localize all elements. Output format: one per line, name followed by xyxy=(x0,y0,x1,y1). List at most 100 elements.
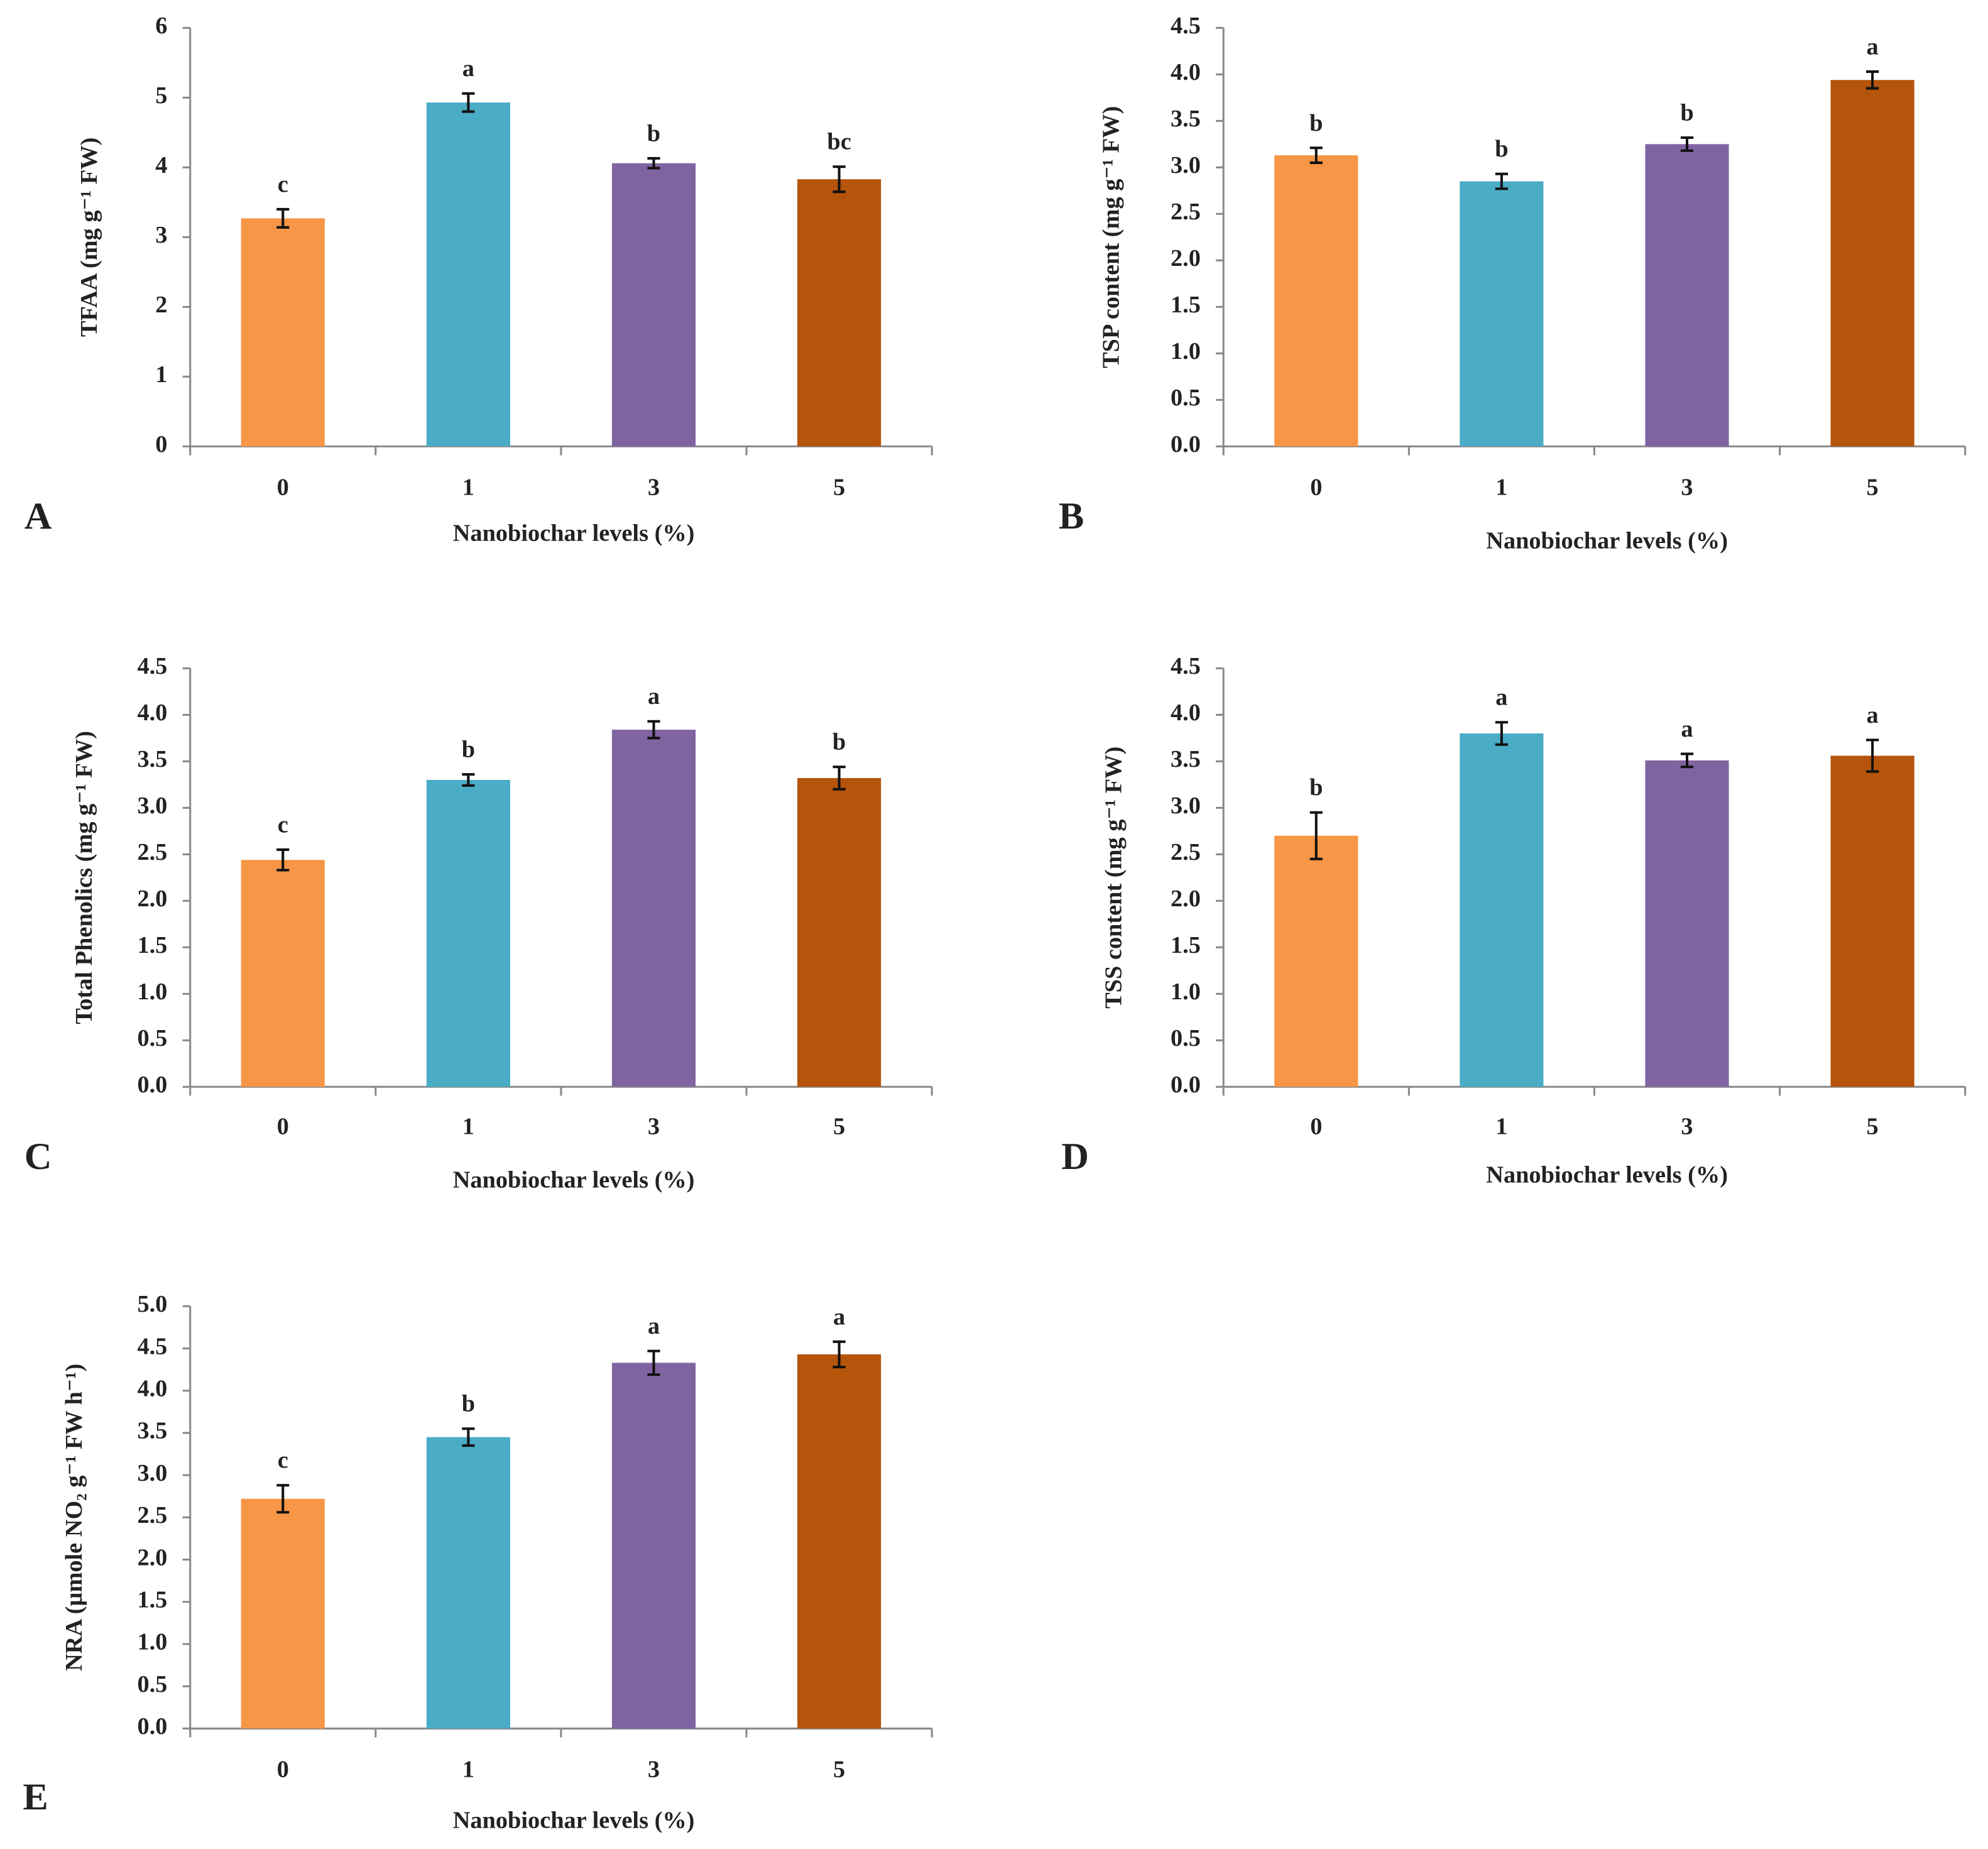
y-tick-label: 2.5 xyxy=(1171,839,1201,865)
error-bar xyxy=(1309,146,1323,164)
bar xyxy=(611,1363,696,1729)
bar xyxy=(797,1354,882,1729)
y-tick-label: 1 xyxy=(155,361,167,388)
y-tick-label: 4.5 xyxy=(137,653,167,679)
x-tick-label: 1 xyxy=(462,1114,474,1140)
error-bar xyxy=(276,1484,290,1514)
y-tick-label: 4.5 xyxy=(1171,13,1201,39)
panel-label: B xyxy=(1059,495,1084,537)
y-tick-label: 0.5 xyxy=(1171,1025,1201,1051)
y-tick-label: 3.0 xyxy=(1171,152,1201,178)
x-tick-label: 5 xyxy=(833,475,845,501)
y-tick-label: 5.0 xyxy=(137,1291,167,1317)
y-axis-title: TSP content (mg g⁻¹ FW) xyxy=(1098,106,1124,368)
y-tick-label: 3.0 xyxy=(1171,793,1201,819)
y-tick-label: 2.5 xyxy=(137,839,167,865)
y-tick-label: 4.0 xyxy=(1171,59,1201,85)
bar xyxy=(1830,755,1914,1087)
x-tick-label: 1 xyxy=(462,1757,474,1783)
y-tick-label: 4.0 xyxy=(137,1376,167,1402)
panel-label: E xyxy=(23,1776,48,1818)
significance-letter: a xyxy=(1867,702,1879,728)
x-tick-label: 0 xyxy=(1310,475,1322,501)
y-tick-label: 5 xyxy=(155,82,167,109)
error-bar xyxy=(647,720,660,740)
error-bar xyxy=(833,165,846,194)
y-axis-title: TSS content (mg g⁻¹ FW) xyxy=(1101,747,1127,1009)
y-tick-label: 0.5 xyxy=(137,1671,167,1698)
x-tick-label: 5 xyxy=(1867,1114,1879,1140)
x-tick-label: 5 xyxy=(833,1757,845,1783)
bar xyxy=(1274,835,1358,1087)
y-axis-title: Total Phenolics (mg g⁻¹ FW) xyxy=(71,731,97,1024)
bar xyxy=(241,860,325,1087)
y-tick-label: 4.5 xyxy=(1171,653,1201,679)
y-tick-label: 3.5 xyxy=(137,1418,167,1444)
significance-letter: b xyxy=(462,1391,475,1417)
y-tick-label: 0.0 xyxy=(1171,1072,1201,1098)
y-tick-label: 4.5 xyxy=(137,1333,167,1359)
y-tick-label: 2.5 xyxy=(1171,199,1201,225)
significance-letter: b xyxy=(1680,99,1693,126)
bar xyxy=(1460,733,1544,1087)
bar xyxy=(1460,181,1544,447)
x-axis-title: Nanobiochar levels (%) xyxy=(453,1166,695,1193)
significance-letter: b xyxy=(833,729,846,755)
significance-letter: bc xyxy=(827,129,851,155)
bar xyxy=(1645,760,1729,1087)
error-bar xyxy=(1680,752,1694,769)
y-tick-label: 0.0 xyxy=(137,1713,167,1740)
error-bar xyxy=(1866,738,1879,773)
y-tick-label: 0.0 xyxy=(1171,431,1201,458)
y-tick-label: 1.0 xyxy=(137,1629,167,1655)
x-tick-label: 0 xyxy=(1310,1114,1322,1140)
error-bar xyxy=(833,1340,846,1369)
bar xyxy=(1274,155,1358,447)
error-bar xyxy=(462,773,475,787)
error-bar xyxy=(276,848,290,872)
y-tick-label: 4 xyxy=(155,152,167,178)
x-axis-title: Nanobiochar levels (%) xyxy=(1486,527,1728,554)
bar xyxy=(611,730,696,1087)
bar xyxy=(426,779,510,1087)
y-tick-label: 4.0 xyxy=(1171,700,1201,726)
y-tick-label: 0.5 xyxy=(1171,385,1201,411)
error-bar xyxy=(1495,721,1508,746)
y-tick-label: 1.5 xyxy=(1171,932,1201,958)
significance-letter: b xyxy=(462,737,475,763)
x-tick-label: 3 xyxy=(648,475,660,501)
y-tick-label: 3.5 xyxy=(1171,106,1201,132)
y-tick-label: 0 xyxy=(155,431,167,458)
bar xyxy=(797,179,882,447)
y-tick-label: 1.0 xyxy=(137,979,167,1005)
error-bar xyxy=(1495,172,1508,190)
x-axis-title: Nanobiochar levels (%) xyxy=(1486,1161,1728,1188)
error-bar xyxy=(462,1427,475,1447)
y-tick-label: 3.0 xyxy=(137,793,167,819)
significance-letter: b xyxy=(1309,774,1323,801)
error-bar xyxy=(1680,136,1694,152)
significance-letter: b xyxy=(647,120,660,146)
x-tick-label: 5 xyxy=(833,1114,845,1140)
error-bar xyxy=(276,207,290,229)
y-tick-label: 3.5 xyxy=(137,746,167,772)
significance-letter: c xyxy=(278,171,288,197)
y-tick-label: 2 xyxy=(155,292,167,318)
y-tick-label: 1.5 xyxy=(137,1587,167,1613)
y-tick-label: 0.5 xyxy=(137,1025,167,1051)
significance-letter: c xyxy=(278,1447,288,1474)
y-tick-label: 0.0 xyxy=(137,1072,167,1098)
x-axis-title: Nanobiochar levels (%) xyxy=(453,520,695,546)
error-bar xyxy=(833,765,846,791)
x-tick-label: 0 xyxy=(277,1114,289,1140)
significance-letter: a xyxy=(833,1303,845,1330)
y-tick-label: 4.0 xyxy=(137,700,167,726)
error-bar xyxy=(647,156,660,170)
x-tick-label: 3 xyxy=(648,1114,660,1140)
significance-letter: b xyxy=(1495,136,1508,162)
bar xyxy=(797,778,882,1087)
y-tick-label: 2.5 xyxy=(137,1502,167,1528)
bar xyxy=(426,102,510,447)
bar xyxy=(611,163,696,447)
y-tick-label: 6 xyxy=(155,13,167,39)
